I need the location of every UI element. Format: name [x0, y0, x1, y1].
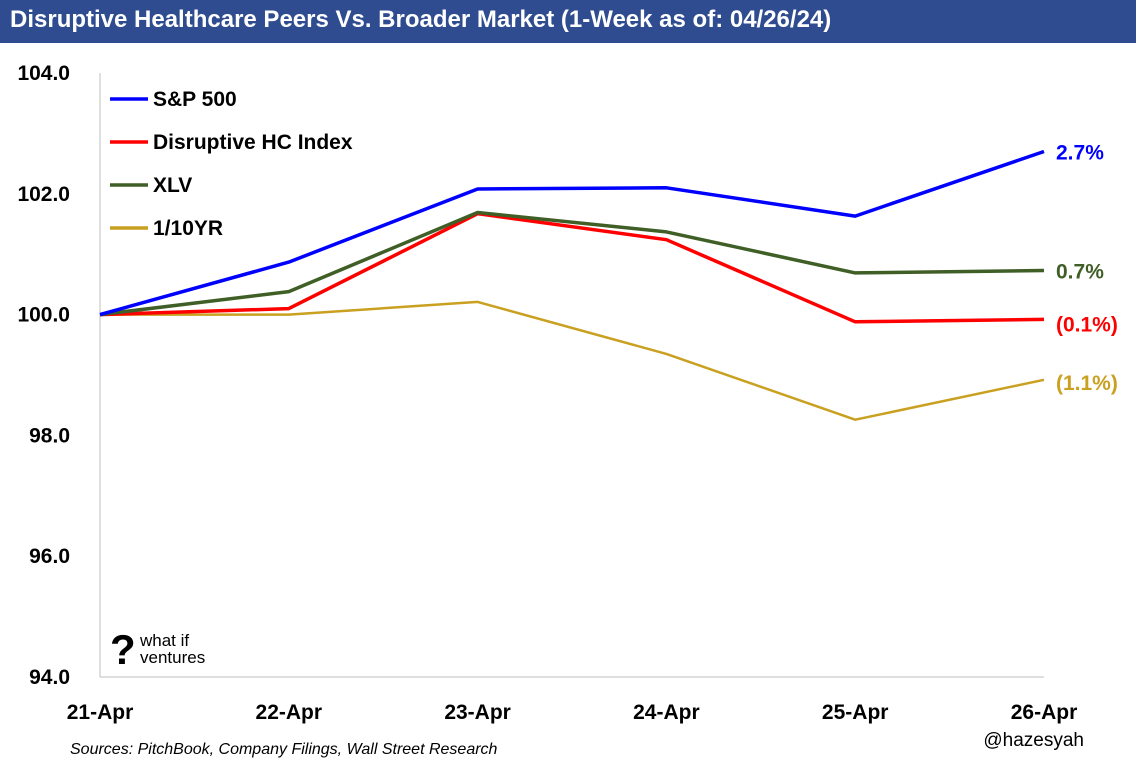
- series-line: [99, 211, 1045, 324]
- page-title: Disruptive Healthcare Peers Vs. Broader …: [10, 6, 832, 33]
- y-tick-label: 104.0: [17, 62, 70, 85]
- logo-line-1: what if: [140, 631, 190, 650]
- chart-legend: S&P 500 Disruptive HC Index XLV 1/10YR: [110, 88, 353, 240]
- logo-line-2: ventures: [140, 648, 206, 667]
- series-end-label: (0.1%): [1056, 313, 1118, 336]
- chart-axes: [99, 73, 1044, 678]
- y-tick-label: 100.0: [17, 304, 70, 327]
- question-mark-icon: ?: [110, 626, 136, 673]
- series-line: [99, 210, 1045, 317]
- x-axis-ticks: 21-Apr 22-Apr 23-Apr 24-Apr 25-Apr 26-Apr: [67, 701, 1078, 724]
- source-note: Sources: PitchBook, Company Filings, Wal…: [70, 741, 498, 758]
- y-tick-label: 96.0: [29, 545, 70, 568]
- x-tick-label: 21-Apr: [67, 701, 134, 724]
- legend-label: XLV: [153, 174, 192, 197]
- legend-label: S&P 500: [153, 88, 237, 111]
- author-handle: @hazesyah: [983, 730, 1084, 751]
- x-tick-label: 25-Apr: [822, 701, 889, 724]
- title-bar: Disruptive Healthcare Peers Vs. Broader …: [0, 0, 1136, 43]
- y-tick-label: 98.0: [29, 424, 70, 447]
- x-tick-label: 24-Apr: [633, 701, 700, 724]
- end-labels: 2.7% (0.1%) 0.7% (1.1%): [1056, 142, 1118, 395]
- chart-series: [99, 149, 1045, 421]
- y-tick-label: 94.0: [29, 666, 70, 689]
- x-tick-label: 26-Apr: [1011, 701, 1078, 724]
- series-line: [100, 300, 1045, 421]
- series-end-label: (1.1%): [1056, 372, 1118, 395]
- legend-label: 1/10YR: [153, 217, 223, 240]
- series-line: [99, 149, 1045, 317]
- y-tick-label: 102.0: [17, 183, 70, 206]
- legend-label: Disruptive HC Index: [153, 131, 353, 154]
- x-tick-label: 23-Apr: [444, 701, 511, 724]
- series-end-label: 0.7%: [1056, 261, 1104, 284]
- logo-text: what if ventures: [140, 632, 205, 666]
- what-if-ventures-logo: ? what if ventures: [110, 628, 240, 672]
- y-axis-ticks: 94.0 96.0 98.0 100.0 102.0 104.0: [17, 62, 70, 689]
- x-tick-label: 22-Apr: [256, 701, 323, 724]
- series-end-label: 2.7%: [1056, 142, 1104, 165]
